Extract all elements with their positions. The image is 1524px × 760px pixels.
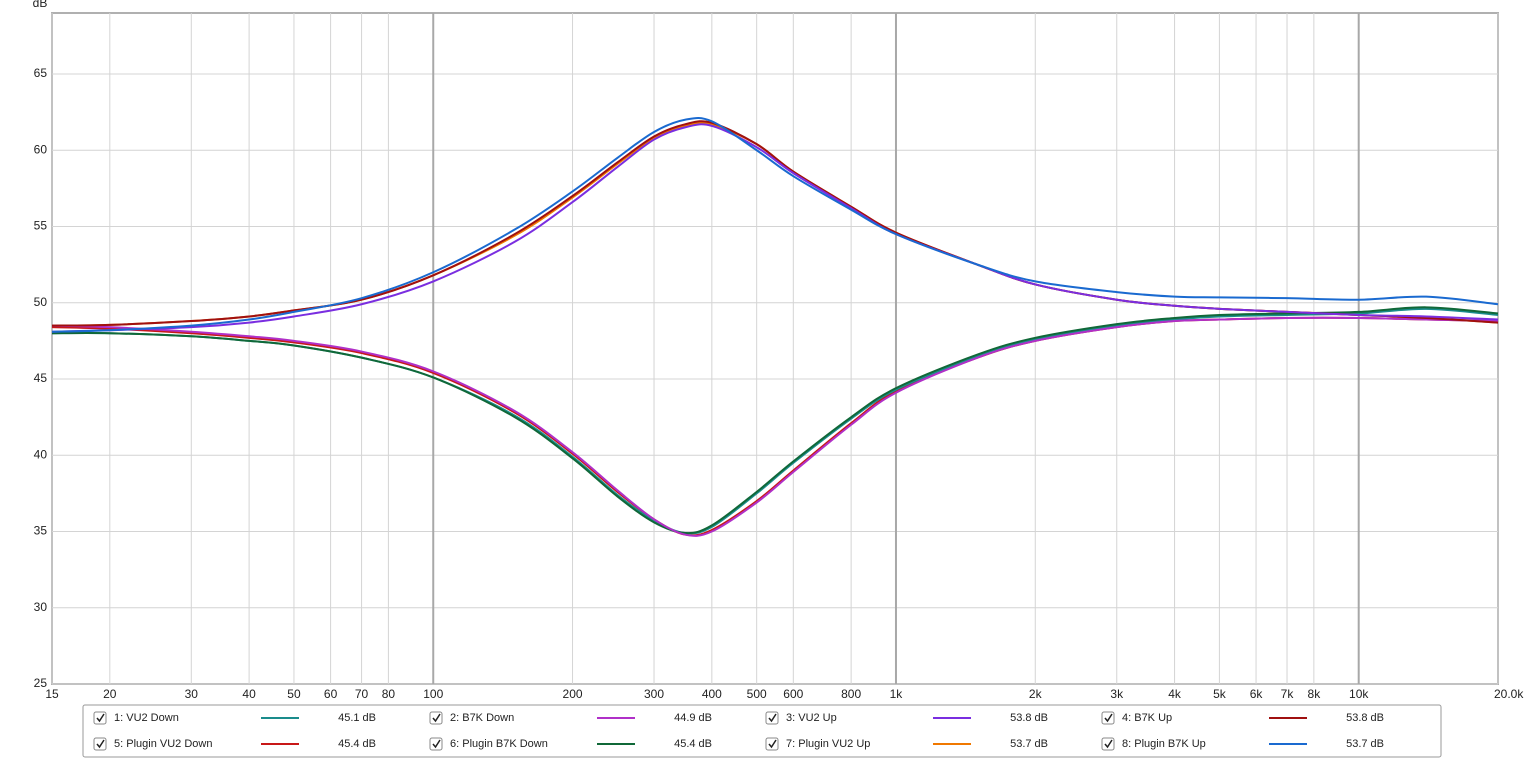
legend-name: 1: VU2 Down (114, 712, 179, 724)
legend-readout: 53.8 dB (1346, 712, 1384, 724)
legend-name: 6: Plugin B7K Down (450, 738, 548, 750)
y-tick-label: 50 (34, 295, 48, 309)
legend-readout: 44.9 dB (674, 712, 712, 724)
y-tick-label: 65 (34, 66, 48, 80)
legend-checkmark (432, 739, 441, 749)
legend-checkmark (432, 713, 441, 723)
plot: 25 30 35 40 45 50 55 60 65 15 20 30 40 50 60 70 80 100 200… (34, 13, 1524, 701)
legend-checkmark (1104, 739, 1113, 749)
x-tick-label: 8k (1308, 687, 1322, 701)
legend-checkmark (96, 739, 105, 749)
legend-checkbox[interactable] (765, 711, 779, 725)
legend-checkbox[interactable] (93, 711, 107, 725)
legend-readout: 45.1 dB (338, 712, 376, 724)
x-tick-label: 60 (324, 687, 338, 701)
x-tick-label: 300 (644, 687, 664, 701)
legend-checkmark (96, 713, 105, 723)
legend-readout: 53.8 dB (1010, 712, 1048, 724)
x-tick-label: 200 (563, 687, 583, 701)
x-tick-label: 15 (45, 687, 59, 701)
x-tick-label: 4k (1168, 687, 1182, 701)
legend-checkmark (768, 713, 777, 723)
legend (82, 704, 1442, 758)
legend-readout: 53.7 dB (1010, 738, 1048, 750)
x-tick-label: 2k (1029, 687, 1043, 701)
legend-name: 5: Plugin VU2 Down (114, 738, 212, 750)
x-tick-label: 800 (841, 687, 861, 701)
legend-name: 2: B7K Down (450, 712, 514, 724)
x-tick-label: 30 (185, 687, 199, 701)
series-line (51, 316, 1499, 537)
legend-checkbox[interactable] (1101, 737, 1115, 751)
legend-name: 4: B7K Up (1122, 712, 1172, 724)
x-tick-label: 80 (382, 687, 396, 701)
legend-readout: 45.4 dB (674, 738, 712, 750)
legend-items: 1: VU2 Down 45.1 dB 2: B7K Down 44.9 dB 3: V… (93, 711, 1384, 751)
legend-checkmark (1104, 713, 1113, 723)
legend-checkbox[interactable] (429, 737, 443, 751)
series-line (51, 116, 1499, 333)
legend-checkbox[interactable] (429, 711, 443, 725)
y-tick-label: 25 (34, 676, 48, 690)
x-tick-label: 400 (702, 687, 722, 701)
y-tick-label: 40 (34, 447, 48, 461)
x-tick-label: 10k (1349, 687, 1369, 701)
x-tick-label: 50 (287, 687, 301, 701)
x-tick-label: 100 (423, 687, 443, 701)
y-tick-label: 55 (34, 219, 48, 233)
x-tick-label: 600 (783, 687, 803, 701)
x-tick-label: 5k (1213, 687, 1227, 701)
y-tick-label: 30 (34, 600, 48, 614)
x-tick-label: 500 (747, 687, 767, 701)
x-tick-label: 20 (103, 687, 117, 701)
x-tick-label: 1k (890, 687, 904, 701)
legend-checkbox[interactable] (1101, 711, 1115, 725)
plot-area (51, 12, 1499, 685)
x-tick-label: 40 (242, 687, 256, 701)
legend-readout: 53.7 dB (1346, 738, 1384, 750)
legend-name: 8: Plugin B7K Up (1122, 738, 1206, 750)
x-tick-label: 6k (1250, 687, 1264, 701)
y-tick-label: 35 (34, 524, 48, 538)
legend-checkmark (768, 739, 777, 749)
legend-name: 3: VU2 Up (786, 712, 837, 724)
legend-readout: 45.4 dB (338, 738, 376, 750)
x-tick-label: 7k (1281, 687, 1295, 701)
y-axis-label: dB (33, 0, 48, 10)
legend-name: 7: Plugin VU2 Up (786, 738, 870, 750)
legend-checkbox[interactable] (93, 737, 107, 751)
legend-checkbox[interactable] (765, 737, 779, 751)
y-tick-label: 60 (34, 142, 48, 156)
x-tick-label: 20.0kHz (1494, 687, 1524, 701)
series-line (51, 306, 1499, 535)
y-tick-label: 45 (34, 371, 48, 385)
x-tick-label: 70 (355, 687, 369, 701)
x-tick-label: 3k (1110, 687, 1124, 701)
